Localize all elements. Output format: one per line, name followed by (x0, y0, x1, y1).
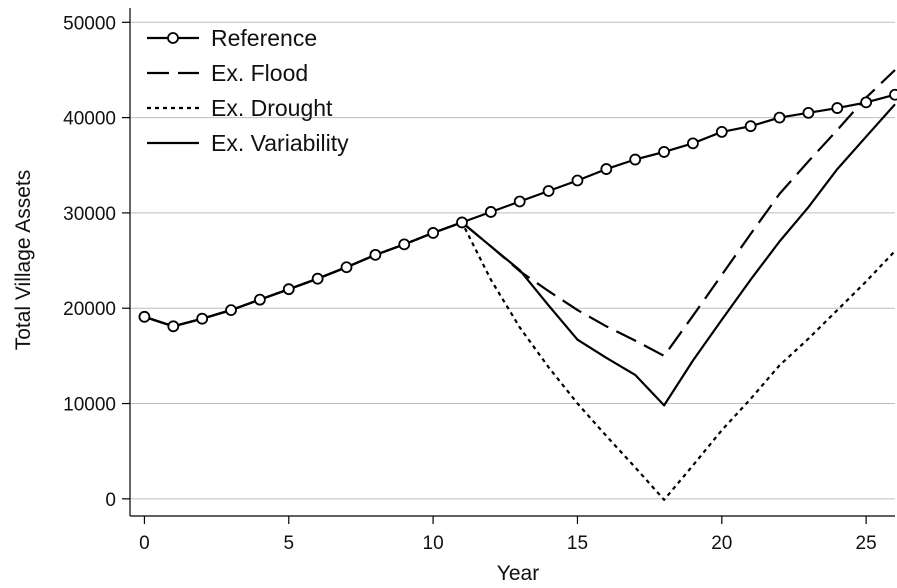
legend-label: Ex. Drought (211, 95, 333, 121)
x-tick-label: 10 (423, 533, 444, 554)
data-point-marker (484, 206, 497, 218)
y-axis-title: Total Village Assets (12, 170, 35, 351)
x-tick-label: 20 (711, 533, 732, 554)
data-point-marker (369, 248, 382, 261)
data-point-marker (513, 195, 526, 208)
data-point-marker (629, 153, 642, 166)
data-point-marker (225, 304, 237, 317)
data-point-marker (427, 227, 440, 239)
data-point-marker (715, 126, 728, 138)
data-point-marker (860, 96, 873, 109)
data-point-marker (658, 146, 670, 158)
legend-item: Ex. Variability (147, 130, 349, 156)
y-tick-label: 50000 (63, 13, 116, 34)
axes: 0 10000 20000 30000 40000 50000 0 5 10 15 20 25 (63, 8, 895, 554)
x-tick-label: 0 (139, 533, 150, 554)
data-point-marker (282, 283, 295, 296)
legend: Reference Ex. Flood Ex. Drought Ex. Variabi… (147, 25, 349, 156)
gridlines (130, 21, 895, 500)
data-point-marker (687, 137, 699, 150)
x-tick-label: 25 (856, 533, 877, 554)
data-point-marker (831, 102, 844, 114)
y-tick-label: 10000 (63, 395, 116, 416)
data-point-marker (744, 120, 757, 133)
data-point-marker (254, 293, 266, 306)
legend-item: Reference (147, 25, 317, 51)
y-tick-label: 40000 (63, 109, 116, 130)
data-point-marker (571, 174, 584, 187)
legend-item: Ex. Drought (147, 95, 333, 121)
legend-item: Ex. Flood (147, 60, 308, 86)
data-point-marker (456, 216, 468, 229)
data-point-marker (138, 310, 151, 323)
data-point-marker (311, 272, 324, 285)
data-point-marker (889, 88, 897, 101)
y-tick-label: 30000 (63, 204, 116, 225)
y-tick-label: 0 (105, 490, 116, 511)
legend-label: Reference (211, 25, 317, 51)
x-axis-title: Year (497, 562, 539, 585)
x-tick-label: 15 (567, 533, 588, 554)
series-group (138, 69, 897, 501)
data-point-marker (340, 261, 353, 274)
data-point-marker (167, 320, 180, 333)
data-point-marker (196, 312, 209, 325)
x-tick-label: 5 (283, 533, 294, 554)
legend-label: Ex. Variability (211, 130, 349, 156)
y-tick-label: 20000 (63, 299, 116, 320)
legend-marker (167, 32, 179, 44)
data-point-marker (542, 185, 555, 197)
data-point-marker (773, 111, 786, 124)
data-point-marker (600, 163, 613, 175)
data-point-marker (802, 106, 815, 119)
series-line-ex-drought (144, 221, 896, 501)
legend-label: Ex. Flood (211, 60, 308, 86)
data-point-marker (398, 238, 411, 251)
